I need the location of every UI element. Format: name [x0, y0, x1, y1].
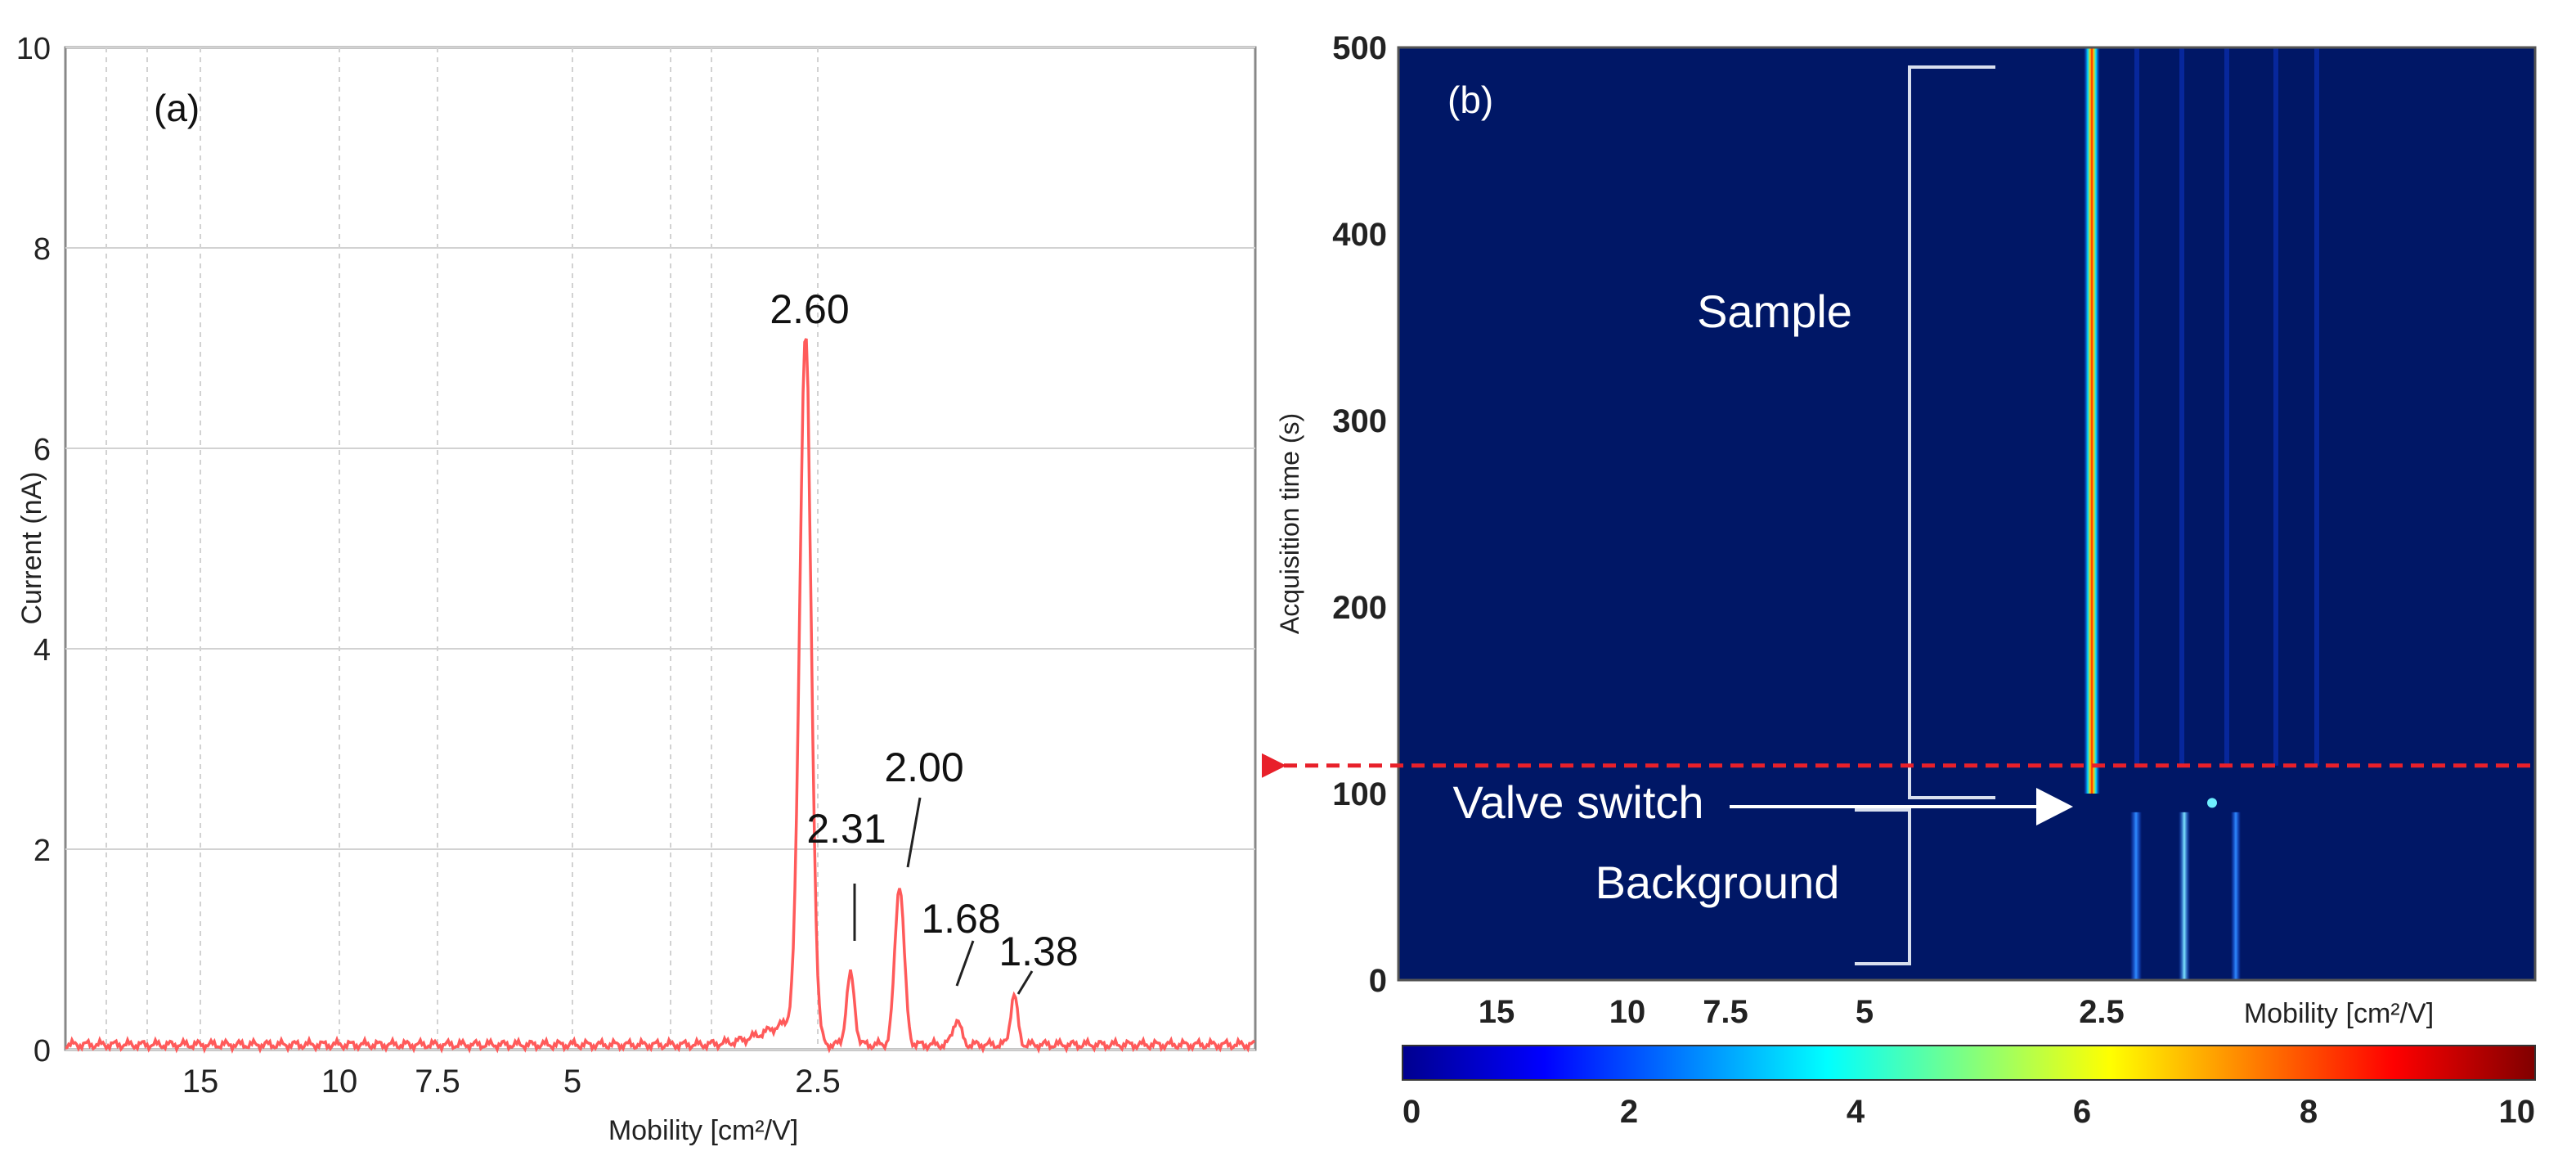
plot-area-a	[64, 46, 1257, 1051]
faint-streak	[2134, 47, 2139, 766]
x-tick-label: 7.5	[415, 1064, 460, 1100]
colorbar-tick-label: 4	[1847, 1094, 1865, 1130]
y-tick-label: 500	[1332, 30, 1387, 66]
y-tick-label: 300	[1332, 403, 1387, 439]
background-label: Background	[1595, 857, 1840, 908]
panel-label-a: (a)	[154, 87, 200, 129]
x-tick-label: 7.5	[1703, 994, 1748, 1030]
peak-leader-line	[1016, 970, 1034, 995]
peak-leader-line	[906, 797, 922, 868]
y-tick-label: 6	[34, 433, 51, 467]
y-ticks-a: 0 2 4 6 8 10	[16, 32, 51, 1068]
peak-label: 2.60	[770, 286, 849, 332]
peak-label: 1.68	[921, 896, 1000, 942]
sample-label: Sample	[1697, 286, 1852, 337]
gridlines-a	[65, 47, 1255, 1050]
heatmap-frame	[1397, 46, 2537, 982]
y-axis-label-a: Current (nA)	[16, 471, 47, 624]
y-tick-label: 100	[1332, 776, 1387, 812]
sample-bracket	[1908, 65, 1995, 799]
x-tick-label: 15	[182, 1064, 219, 1100]
heatmap-streaks	[2084, 47, 2319, 980]
peak-leader-line	[955, 940, 975, 987]
colorbar	[1402, 1045, 2536, 1081]
valve-switch-label: Valve switch	[1452, 776, 1703, 828]
sample-streak	[2084, 47, 2100, 794]
x-ticks-b: 15 10 7.5 5 2.5	[1479, 994, 2125, 1030]
colorbar-tick-label: 0	[1402, 1094, 1420, 1130]
background-streak	[2231, 812, 2241, 980]
faint-streak	[2273, 47, 2278, 766]
y-tick-label: 200	[1332, 590, 1387, 626]
background-bracket	[1855, 808, 1911, 965]
peak-label: 2.31	[806, 806, 886, 852]
panel-a: 0 2 4 6 8 10 15 10 7.5 5 2.5 2.60 2.31 2.00 1.681.38…	[16, 32, 1257, 1146]
x-tick-label: 5	[563, 1064, 581, 1100]
y-tick-label: 0	[1369, 963, 1387, 999]
y-tick-label: 0	[34, 1034, 51, 1068]
colorbar-tick-label: 8	[2300, 1094, 2318, 1130]
y-tick-label: 8	[34, 232, 51, 267]
y-axis-label-b: Acquisition time (s)	[1275, 413, 1304, 634]
current-trace	[65, 338, 1256, 1054]
y-tick-label: 2	[34, 834, 51, 868]
faint-streak	[2224, 47, 2229, 766]
x-tick-label: 10	[321, 1064, 358, 1100]
peak-label: 1.38	[999, 929, 1078, 974]
valve-switch-arrowhead	[2036, 788, 2073, 825]
colorbar-ticks: 0 2 4 6 8 10	[1402, 1094, 2535, 1130]
x-tick-label: 5	[1856, 994, 1874, 1030]
colorbar-tick-label: 2	[1620, 1094, 1638, 1130]
x-tick-label: 10	[1609, 994, 1646, 1030]
peak-label: 2.00	[884, 744, 963, 790]
x-tick-label: 15	[1479, 994, 1515, 1030]
y-ticks-b: 0 100 200 300 400 500	[1332, 30, 1387, 999]
x-axis-label-b: Mobility [cm²/V]	[2244, 998, 2434, 1029]
panel-label-b: (b)	[1447, 79, 1493, 121]
x-tick-label: 2.5	[2079, 994, 2125, 1030]
y-tick-label: 4	[34, 633, 51, 668]
y-tick-label: 10	[16, 32, 51, 66]
y-tick-label: 400	[1332, 217, 1387, 253]
faint-streak	[2179, 47, 2184, 766]
faint-streak	[2314, 47, 2319, 766]
heatmap-area	[1398, 47, 2535, 980]
colorbar-tick-label: 10	[2499, 1094, 2536, 1130]
x-tick-label: 2.5	[795, 1064, 841, 1100]
background-streak	[2179, 812, 2190, 980]
x-ticks-a: 15 10 7.5 5 2.5	[182, 1064, 841, 1100]
background-streak	[2130, 812, 2142, 980]
peak-labels: 2.60 2.31 2.00 1.681.38	[770, 286, 1079, 995]
background-spot	[2207, 798, 2217, 808]
x-axis-label-a: Mobility [cm²/V]	[608, 1115, 798, 1146]
colorbar-tick-label: 6	[2073, 1094, 2091, 1130]
